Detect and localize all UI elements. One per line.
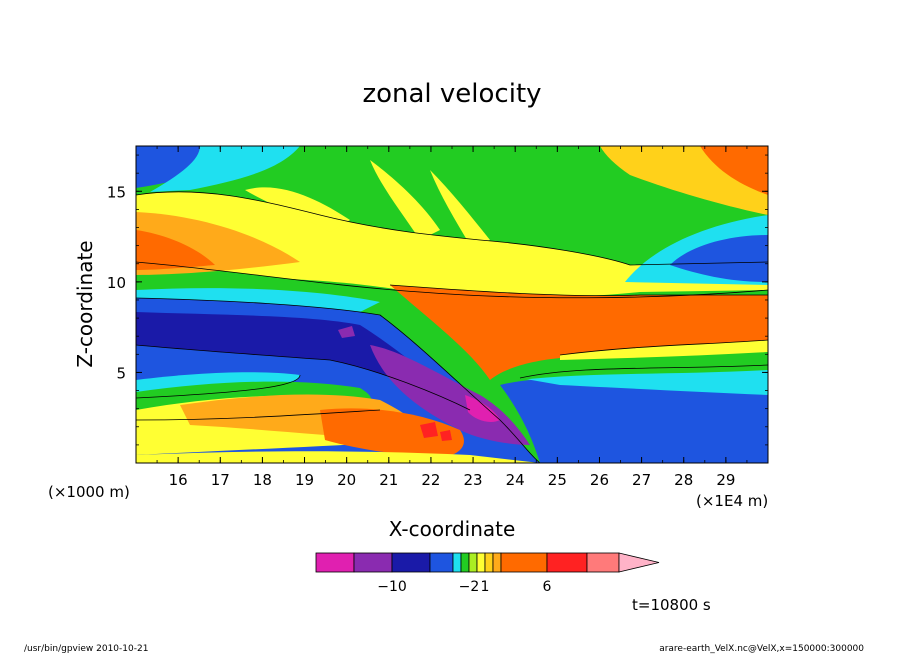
colorbar-label: −2 <box>459 579 480 595</box>
x-tick-label: 21 <box>379 471 398 489</box>
field-top-left-cyan <box>150 146 300 192</box>
chart-title: zonal velocity <box>362 79 541 109</box>
x-tick-label: 17 <box>211 471 230 489</box>
time-label: t=10800 s <box>632 596 711 614</box>
field-magenta-core <box>465 395 500 423</box>
colorbar-swatch <box>546 552 588 573</box>
field-left-orange-core <box>136 230 215 270</box>
y-tick-label: 5 <box>116 364 126 382</box>
colorbar-swatch <box>460 552 470 573</box>
field-bottom-yellow <box>136 451 540 463</box>
x-tick-label: 19 <box>295 471 314 489</box>
x-tick-label: 25 <box>548 471 567 489</box>
footer-left: /usr/bin/gpview 2010-10-21 <box>24 644 148 654</box>
colorbar <box>315 552 660 573</box>
field-lower-right-green <box>515 348 768 380</box>
x-tick-label: 27 <box>632 471 651 489</box>
x-axis-unit: (×1E4 m) <box>696 492 768 510</box>
contour-line <box>519 364 768 379</box>
x-tick-label: 23 <box>464 471 483 489</box>
colorbar-swatch <box>500 552 548 573</box>
field-mid-orange <box>390 285 768 380</box>
colorbar-swatch <box>429 552 454 573</box>
field-lower-right-yellow <box>560 340 768 360</box>
field-top-right-orange <box>700 146 768 195</box>
contour-line <box>136 409 381 421</box>
x-tick-label: 28 <box>674 471 693 489</box>
y-tick-label: 15 <box>107 183 126 201</box>
contour-line <box>389 284 768 297</box>
y-axis-title: Z-coordinate <box>73 240 97 367</box>
contour-field <box>136 146 768 463</box>
contour-line <box>559 339 768 356</box>
colorbar-swatch <box>492 552 502 573</box>
colorbar-swatch <box>391 552 431 573</box>
colorbar-swatch <box>468 552 478 573</box>
x-tick-label: 24 <box>506 471 525 489</box>
contour-line <box>136 261 768 299</box>
y-tick-label: 10 <box>107 274 126 292</box>
field-upper-yellow <box>136 191 768 298</box>
field-mid-cyan <box>136 288 380 312</box>
x-tick-label: 22 <box>421 471 440 489</box>
contour-line <box>136 191 768 266</box>
field-lower-right-blue <box>500 378 768 463</box>
x-tick-label: 26 <box>590 471 609 489</box>
colorbar-swatch <box>315 552 355 573</box>
colorbar-swatch <box>484 552 494 573</box>
field-lower-dark-orange <box>320 408 464 458</box>
field-lower-red <box>420 422 438 438</box>
field-yellow-streak-3 <box>430 170 490 245</box>
x-axis-title: X-coordinate <box>389 517 516 541</box>
y-axis-ticks: 5 10 15 <box>107 154 768 446</box>
colorbar-labels: −10 −2 1 6 <box>377 579 551 595</box>
colorbar-swatch <box>586 552 620 573</box>
colorbar-swatch <box>452 552 462 573</box>
contour-lines <box>136 191 768 463</box>
colorbar-extend-arrow <box>618 552 660 573</box>
colorbar-label: −10 <box>377 579 407 595</box>
x-axis-ticks: 16 17 18 19 20 21 22 23 24 25 26 27 28 29 <box>135 146 769 489</box>
colorbar-swatch <box>353 552 393 573</box>
x-tick-label: 29 <box>716 471 735 489</box>
field-yellow-streak-2 <box>370 160 440 240</box>
y-axis-unit: (×1000 m) <box>48 483 130 501</box>
field-right-blue <box>670 235 768 282</box>
x-tick-label: 16 <box>169 471 188 489</box>
contour-line <box>136 374 301 399</box>
field-small-purple <box>338 326 355 338</box>
x-tick-label: 18 <box>253 471 272 489</box>
x-tick-label: 20 <box>337 471 356 489</box>
field-lower-red-2 <box>440 430 452 441</box>
field-navy-layer <box>136 312 470 410</box>
footer-right: arare-earth_VelX.nc@VelX,x=150000:300000 <box>659 644 864 654</box>
contour-line <box>136 344 471 411</box>
colorbar-swatch <box>476 552 486 573</box>
contour-line <box>136 297 541 463</box>
colorbar-label: 6 <box>543 579 552 595</box>
colorbar-label: 1 <box>481 579 490 595</box>
